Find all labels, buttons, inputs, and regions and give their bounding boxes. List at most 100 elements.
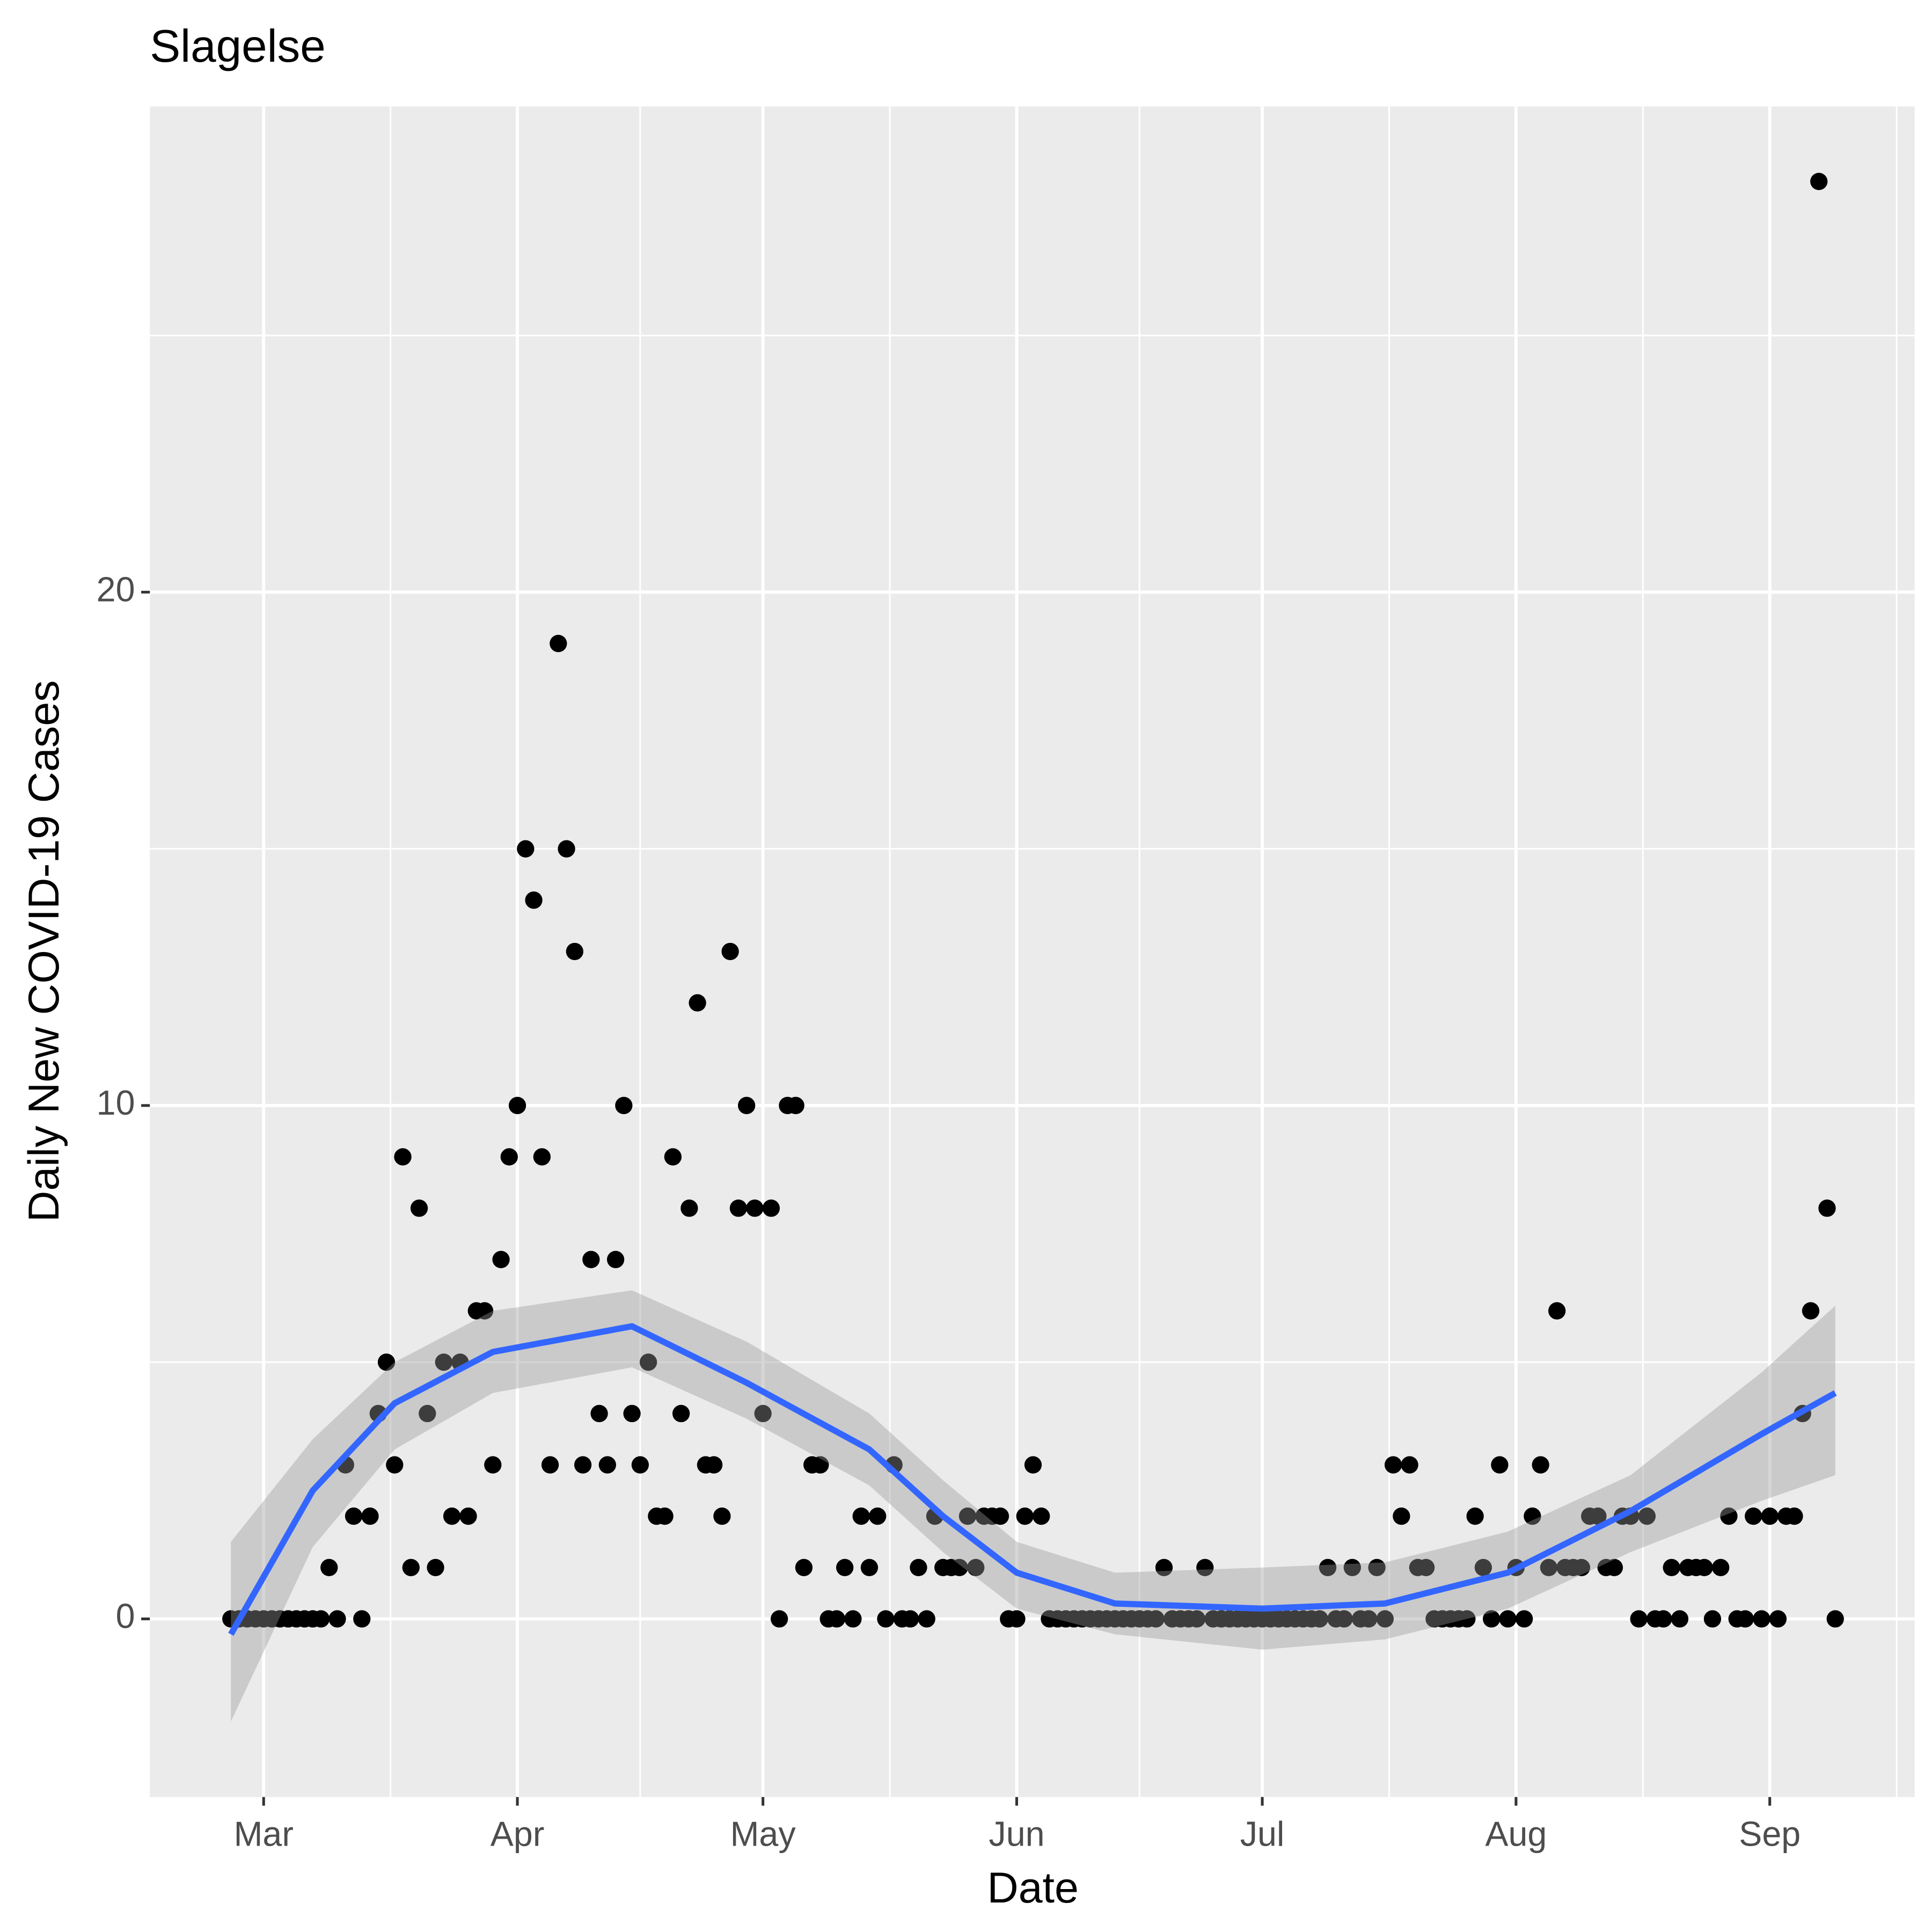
data-point: [1745, 1507, 1762, 1525]
data-point: [1008, 1610, 1026, 1628]
y-tick-label: 0: [116, 1597, 135, 1636]
data-point: [492, 1250, 510, 1269]
data-point: [1335, 1610, 1353, 1628]
chart-title: Slagelse: [150, 21, 326, 72]
data-point: [1474, 1558, 1492, 1577]
data-point: [1671, 1610, 1689, 1628]
data-point: [606, 1250, 625, 1269]
data-point: [1515, 1610, 1533, 1628]
data-point: [991, 1507, 1009, 1525]
x-tick-label: Jun: [989, 1814, 1044, 1853]
data-point: [664, 1148, 682, 1166]
data-point: [1188, 1610, 1206, 1628]
y-tick-label: 20: [97, 570, 135, 609]
data-point: [1401, 1456, 1418, 1474]
data-point: [902, 1610, 919, 1628]
data-point: [639, 1353, 657, 1371]
data-point: [1695, 1558, 1713, 1577]
data-point: [1343, 1558, 1361, 1577]
data-point: [1572, 1558, 1591, 1577]
data-point: [459, 1507, 477, 1525]
data-point: [729, 1199, 748, 1217]
data-point: [1655, 1610, 1672, 1628]
data-point: [361, 1507, 379, 1525]
data-point: [615, 1096, 633, 1115]
data-point: [328, 1610, 346, 1628]
data-point: [394, 1148, 412, 1166]
x-tick-label: Apr: [491, 1814, 545, 1853]
data-point: [877, 1610, 895, 1628]
data-point: [1810, 172, 1828, 191]
data-point: [1818, 1199, 1836, 1217]
data-point: [1384, 1456, 1402, 1474]
data-point: [1605, 1558, 1623, 1577]
data-point: [1785, 1507, 1803, 1525]
data-point: [713, 1507, 731, 1525]
data-point: [771, 1610, 788, 1628]
data-point: [672, 1404, 690, 1423]
data-point: [427, 1558, 444, 1577]
data-point: [1393, 1507, 1410, 1525]
data-point: [1802, 1302, 1820, 1320]
data-point: [582, 1250, 600, 1269]
data-point: [1368, 1558, 1386, 1577]
data-point: [860, 1558, 879, 1577]
data-point: [762, 1199, 780, 1217]
data-point: [1540, 1558, 1558, 1577]
data-point: [958, 1507, 977, 1525]
data-point: [705, 1456, 723, 1474]
x-tick-label: Aug: [1485, 1814, 1547, 1853]
data-point: [1319, 1558, 1337, 1577]
data-point: [746, 1199, 764, 1217]
data-point: [910, 1558, 927, 1577]
data-point: [1532, 1456, 1549, 1474]
data-point: [517, 840, 535, 858]
data-point: [1753, 1610, 1770, 1628]
y-tick-label: 10: [97, 1084, 135, 1122]
data-point: [550, 634, 567, 653]
data-point: [312, 1610, 330, 1628]
x-tick-label: May: [730, 1814, 796, 1853]
x-tick-label: Jul: [1240, 1814, 1285, 1853]
data-point: [484, 1456, 502, 1474]
data-point: [1466, 1507, 1484, 1525]
data-point: [689, 994, 706, 1012]
data-point: [950, 1558, 968, 1577]
data-point: [508, 1096, 526, 1115]
data-point: [852, 1507, 870, 1525]
data-point: [1196, 1558, 1214, 1577]
data-point: [1630, 1610, 1648, 1628]
data-point: [419, 1404, 436, 1423]
data-point: [1033, 1507, 1050, 1525]
data-point: [1311, 1610, 1328, 1628]
data-point: [1703, 1610, 1722, 1628]
data-point: [1458, 1610, 1476, 1628]
data-point: [737, 1096, 756, 1115]
data-point: [1524, 1507, 1541, 1525]
data-point: [320, 1558, 338, 1577]
data-point: [598, 1456, 617, 1474]
data-point: [590, 1404, 608, 1423]
data-point: [1769, 1610, 1787, 1628]
data-point: [811, 1456, 829, 1474]
data-point: [353, 1610, 371, 1628]
data-point: [1024, 1456, 1042, 1474]
data-point: [1155, 1558, 1173, 1577]
data-point: [754, 1404, 772, 1423]
data-point: [721, 942, 739, 961]
data-point: [1589, 1507, 1607, 1525]
data-point: [1491, 1456, 1509, 1474]
data-point: [1417, 1558, 1435, 1577]
data-point: [844, 1610, 862, 1628]
data-point: [443, 1507, 461, 1525]
data-point: [795, 1558, 813, 1577]
data-point: [1548, 1302, 1566, 1320]
y-axis-label: Daily New COVID-19 Cases: [20, 680, 68, 1222]
data-point: [828, 1610, 846, 1628]
data-point: [836, 1558, 854, 1577]
data-point: [787, 1096, 804, 1115]
data-point: [631, 1456, 649, 1474]
smooth-line: [228, 1323, 1837, 1636]
